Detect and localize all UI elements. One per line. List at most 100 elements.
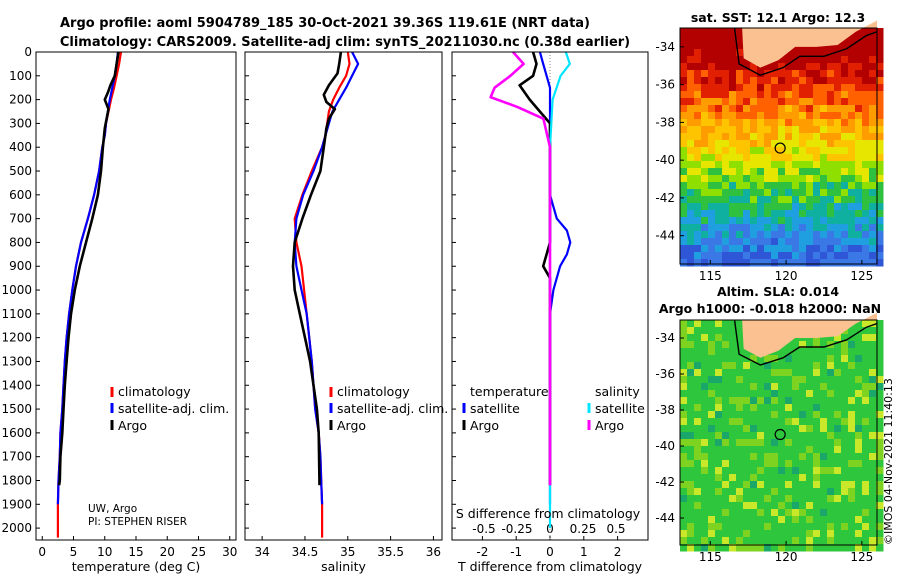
map-cell [771,182,779,190]
map-cell [722,238,730,246]
map-cell [869,238,877,246]
map-cell [820,210,828,218]
map-cell [701,474,709,482]
map-cell [694,63,702,71]
map-cell [876,175,884,183]
map-cell [687,252,695,260]
map-cell [813,439,821,447]
map-cell [722,126,730,134]
map-cell [806,537,814,545]
map-cell [841,481,849,489]
map-cell [869,446,877,454]
map-cell [841,182,849,190]
map-cell [778,91,786,99]
map-cell [827,383,835,391]
map-cell [722,133,730,141]
map-cell [722,383,730,391]
map-cell [834,196,842,204]
map-cell [771,530,779,538]
map-cell [708,369,716,377]
map-cell [729,203,737,211]
map-cell [694,189,702,197]
map-cell [715,516,723,524]
map-cell [715,404,723,412]
map-cell [820,369,828,377]
map-cell [813,105,821,113]
map-cell [806,105,814,113]
map-cell [764,495,772,503]
map-cell [680,189,688,197]
map-cell [771,133,779,141]
map-cell [743,432,751,440]
map-cell [750,217,758,225]
map-cell [736,112,744,120]
map-cell [701,91,709,99]
map-cell [771,147,779,155]
map-cell [869,49,877,57]
map-cell [862,98,870,106]
map-cell [687,259,695,267]
map-cell [764,432,772,440]
map-cell [792,154,800,162]
map-cell [743,182,751,190]
map-cell [729,327,737,335]
map-cell [708,334,716,342]
legend-satellite-label: satellite-adj. clim. [118,401,229,416]
map-cell [708,133,716,141]
map-cell [862,84,870,92]
map-cell [799,126,807,134]
map-cell [827,91,835,99]
map-cell [687,348,695,356]
map-cell [869,495,877,503]
map-cell [680,196,688,204]
map-cell [687,140,695,148]
sst-map-title: sat. SST: 12.1 Argo: 12.3 [691,10,865,25]
map-cell [743,439,751,447]
map-cell [729,355,737,363]
map-cell [750,63,758,71]
map-cell [876,376,884,384]
map-cell [743,530,751,538]
map-cell [771,418,779,426]
map-cell [848,404,856,412]
map-cell [813,84,821,92]
map-cell [743,126,751,134]
map-cell [876,509,884,517]
map-cell [778,453,786,461]
map-cell [736,446,744,454]
map-cell [827,203,835,211]
map-cell [708,63,716,71]
map-cell [834,119,842,127]
map-cell [827,154,835,162]
map-cell [757,502,765,510]
map-cell [715,140,723,148]
map-cell [792,425,800,433]
map-cell [792,383,800,391]
map-cell [827,133,835,141]
map-cell [876,154,884,162]
map-cell [813,411,821,419]
map-cell [680,488,688,496]
map-cell [680,224,688,232]
map-cell [680,203,688,211]
map-cell [680,91,688,99]
map-cell [841,509,849,517]
map-cell [806,439,814,447]
map-cell [806,495,814,503]
map-cell [827,196,835,204]
map-cell [834,77,842,85]
map-cell [876,252,884,260]
map-cell [680,63,688,71]
map-cell [764,537,772,545]
map-cell [680,154,688,162]
map-cell [862,105,870,113]
map-cell [722,63,730,71]
map-cell [834,210,842,218]
map-cell [806,418,814,426]
map-cell [792,231,800,239]
map-cell [764,523,772,531]
map-cell [694,537,702,545]
map-cell [799,355,807,363]
map-cell [869,425,877,433]
map-cell [687,147,695,155]
